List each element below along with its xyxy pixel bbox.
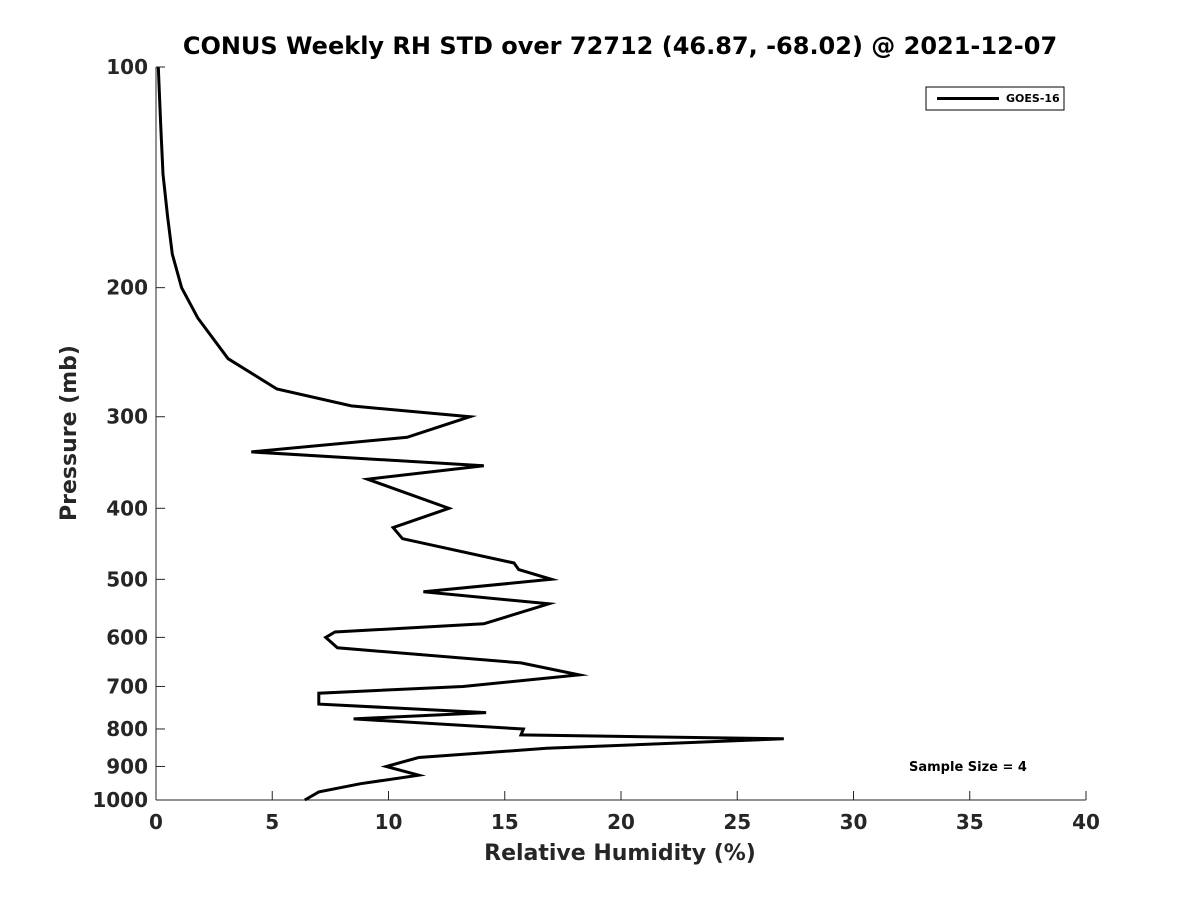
y-axis: 100 200 300 400 500 600 700 800 900 1000: [92, 55, 165, 812]
x-tick-label: 0: [149, 810, 163, 834]
y-tick-label: 600: [106, 625, 148, 649]
series-line-goes-16: [156, 66, 784, 802]
x-tick-label: 40: [1072, 810, 1100, 834]
x-tick-label: 20: [607, 810, 635, 834]
y-axis-label: Pressure (mb): [57, 345, 82, 521]
x-axis-label: Relative Humidity (%): [484, 841, 756, 866]
x-axis: 0 5 10 15 20 25 30 35 40: [149, 791, 1100, 834]
x-tick-label: 30: [840, 810, 868, 834]
chart-title: CONUS Weekly RH STD over 72712 (46.87, -…: [183, 32, 1057, 60]
sample-size-annotation: Sample Size = 4: [909, 760, 1027, 775]
y-tick-label: 1000: [92, 788, 148, 812]
y-tick-label: 100: [106, 55, 148, 79]
y-tick-label: 900: [106, 754, 148, 778]
y-tick-label: 300: [106, 405, 148, 429]
x-tick-label: 5: [265, 810, 279, 834]
y-tick-label: 400: [106, 496, 148, 520]
x-tick-label: 15: [491, 810, 519, 834]
y-tick-label: 200: [106, 276, 148, 300]
x-tick-label: 10: [375, 810, 403, 834]
x-tick-label: 35: [956, 810, 984, 834]
legend: GOES-16: [925, 86, 1065, 111]
legend-label-goes-16: GOES-16: [1006, 92, 1060, 105]
x-tick-label: 25: [723, 810, 751, 834]
plot-area: [155, 66, 1086, 802]
y-tick-label: 700: [106, 674, 148, 698]
y-tick-label: 800: [106, 717, 148, 741]
y-tick-label: 500: [106, 567, 148, 591]
